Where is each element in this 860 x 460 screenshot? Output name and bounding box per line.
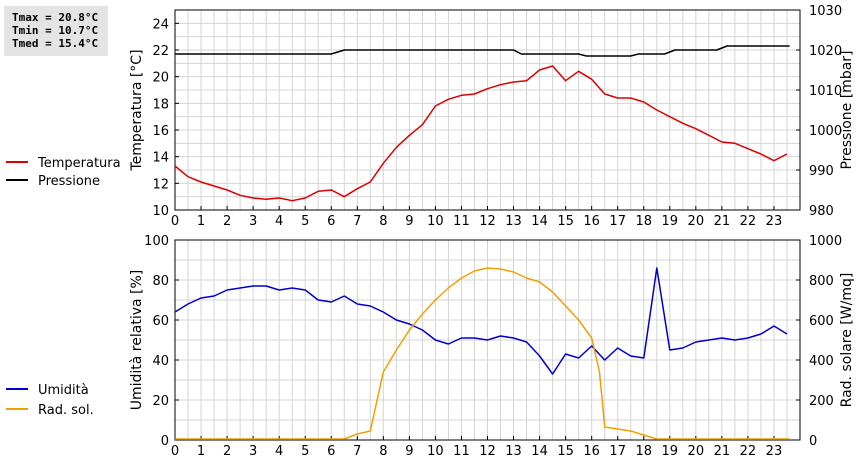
x-tick-label: 10	[427, 444, 444, 459]
y-left-tick-label: 18	[152, 97, 169, 112]
x-tick-label: 20	[688, 444, 705, 459]
x-tick-label: 19	[662, 444, 679, 459]
y-left-tick-label: 100	[144, 234, 169, 249]
y-right-axis-title: Rad. solare [W/mq]	[839, 273, 855, 408]
x-tick-label: 5	[301, 444, 309, 459]
series-line-rad-sol	[175, 267, 790, 440]
y-left-tick-label: 20	[152, 394, 169, 409]
x-tick-label: 15	[557, 444, 574, 459]
x-tick-label: 5	[301, 214, 309, 229]
legend-label-pressione: Pressione	[38, 174, 100, 189]
x-tick-label: 1	[197, 444, 205, 459]
x-tick-label: 21	[714, 214, 731, 229]
x-tick-label: 7	[353, 214, 361, 229]
y-right-tick-label: 1030	[809, 4, 842, 19]
x-tick-label: 2	[223, 444, 231, 459]
legend-label-rad-sol: Rad. sol.	[38, 403, 94, 418]
temperature-pressure-chart: 0 1 2 3 4 5 6 7 8 9 10 11 12 13 14 15 16 17 18 19 20 21 22 2310…	[6, 4, 855, 229]
y-left-tick-label: 0	[161, 434, 169, 449]
y-right-tick-label: 1020	[809, 44, 842, 59]
x-tick-label: 1	[197, 214, 205, 229]
tmin-stat: Tmin = 10.7°C	[12, 24, 99, 37]
x-tick-label: 22	[740, 444, 757, 459]
y-right-tick-label: 1010	[809, 84, 842, 99]
y-left-axis-title: Temperatura [°C]	[129, 49, 145, 171]
x-tick-label: 9	[405, 444, 413, 459]
humidity-radiation-chart: 0 1 2 3 4 5 6 7 8 9 10 11 12 13 14 15 16 17 18 19 20 21 22 2302…	[6, 234, 855, 459]
tmed-stat: Tmed = 15.4°C	[12, 37, 99, 50]
y-right-tick-label: 800	[809, 274, 834, 289]
x-tick-label: 6	[327, 214, 335, 229]
x-tick-label: 20	[688, 214, 705, 229]
x-tick-label: 0	[171, 214, 179, 229]
y-right-tick-label: 990	[809, 164, 834, 179]
x-tick-label: 22	[740, 214, 757, 229]
y-left-axis-title: Umidità relativa [%]	[129, 270, 145, 411]
series-line-temperatura	[174, 65, 788, 202]
x-tick-label: 8	[379, 444, 387, 459]
y-right-tick-label: 400	[809, 354, 834, 369]
x-tick-label: 12	[479, 214, 496, 229]
x-tick-label: 23	[766, 214, 783, 229]
y-left-tick-label: 10	[152, 204, 169, 219]
stats-box: Tmax = 20.8°C Tmin = 10.7°C Tmed = 15.4°…	[4, 6, 108, 56]
x-tick-label: 12	[479, 444, 496, 459]
y-right-tick-label: 0	[809, 434, 817, 449]
y-left-tick-label: 16	[152, 124, 169, 139]
y-left-tick-label: 14	[152, 151, 169, 166]
x-tick-label: 15	[557, 214, 574, 229]
legend-label-umidita: Umidità	[38, 383, 89, 398]
x-tick-label: 3	[249, 214, 257, 229]
x-tick-label: 10	[427, 214, 444, 229]
y-left-tick-label: 60	[152, 314, 169, 329]
y-right-axis-title: Pressione [mbar]	[839, 50, 855, 169]
y-left-tick-label: 40	[152, 354, 169, 369]
x-tick-label: 21	[714, 444, 731, 459]
x-tick-label: 7	[353, 444, 361, 459]
x-tick-label: 14	[531, 214, 548, 229]
y-left-tick-label: 12	[152, 177, 169, 192]
x-tick-label: 0	[171, 444, 179, 459]
y-right-tick-label: 1000	[809, 124, 842, 139]
x-tick-label: 18	[635, 214, 652, 229]
x-tick-label: 11	[453, 444, 470, 459]
x-tick-label: 11	[453, 214, 470, 229]
x-tick-label: 16	[583, 214, 600, 229]
x-tick-label: 17	[609, 444, 626, 459]
x-tick-label: 4	[275, 444, 283, 459]
tmax-stat: Tmax = 20.8°C	[12, 11, 99, 24]
series-line-umidita	[174, 267, 788, 375]
y-left-tick-label: 22	[152, 44, 169, 59]
x-tick-label: 13	[505, 214, 522, 229]
y-right-tick-label: 200	[809, 394, 834, 409]
y-left-tick-label: 20	[152, 71, 169, 86]
x-tick-label: 6	[327, 444, 335, 459]
y-right-tick-label: 1000	[809, 234, 842, 249]
x-tick-label: 4	[275, 214, 283, 229]
y-right-tick-label: 600	[809, 314, 834, 329]
x-tick-label: 8	[379, 214, 387, 229]
x-tick-label: 16	[583, 444, 600, 459]
x-tick-label: 9	[405, 214, 413, 229]
x-tick-label: 19	[662, 214, 679, 229]
y-left-tick-label: 24	[152, 17, 169, 32]
x-tick-label: 23	[766, 444, 783, 459]
legend-label-temperatura: Temperatura	[37, 156, 121, 171]
x-tick-label: 18	[635, 444, 652, 459]
x-tick-label: 17	[609, 214, 626, 229]
y-right-tick-label: 980	[809, 204, 834, 219]
x-tick-label: 13	[505, 444, 522, 459]
x-tick-label: 14	[531, 444, 548, 459]
x-tick-label: 2	[223, 214, 231, 229]
x-tick-label: 3	[249, 444, 257, 459]
series-line-pressione	[175, 45, 790, 57]
y-left-tick-label: 80	[152, 274, 169, 289]
